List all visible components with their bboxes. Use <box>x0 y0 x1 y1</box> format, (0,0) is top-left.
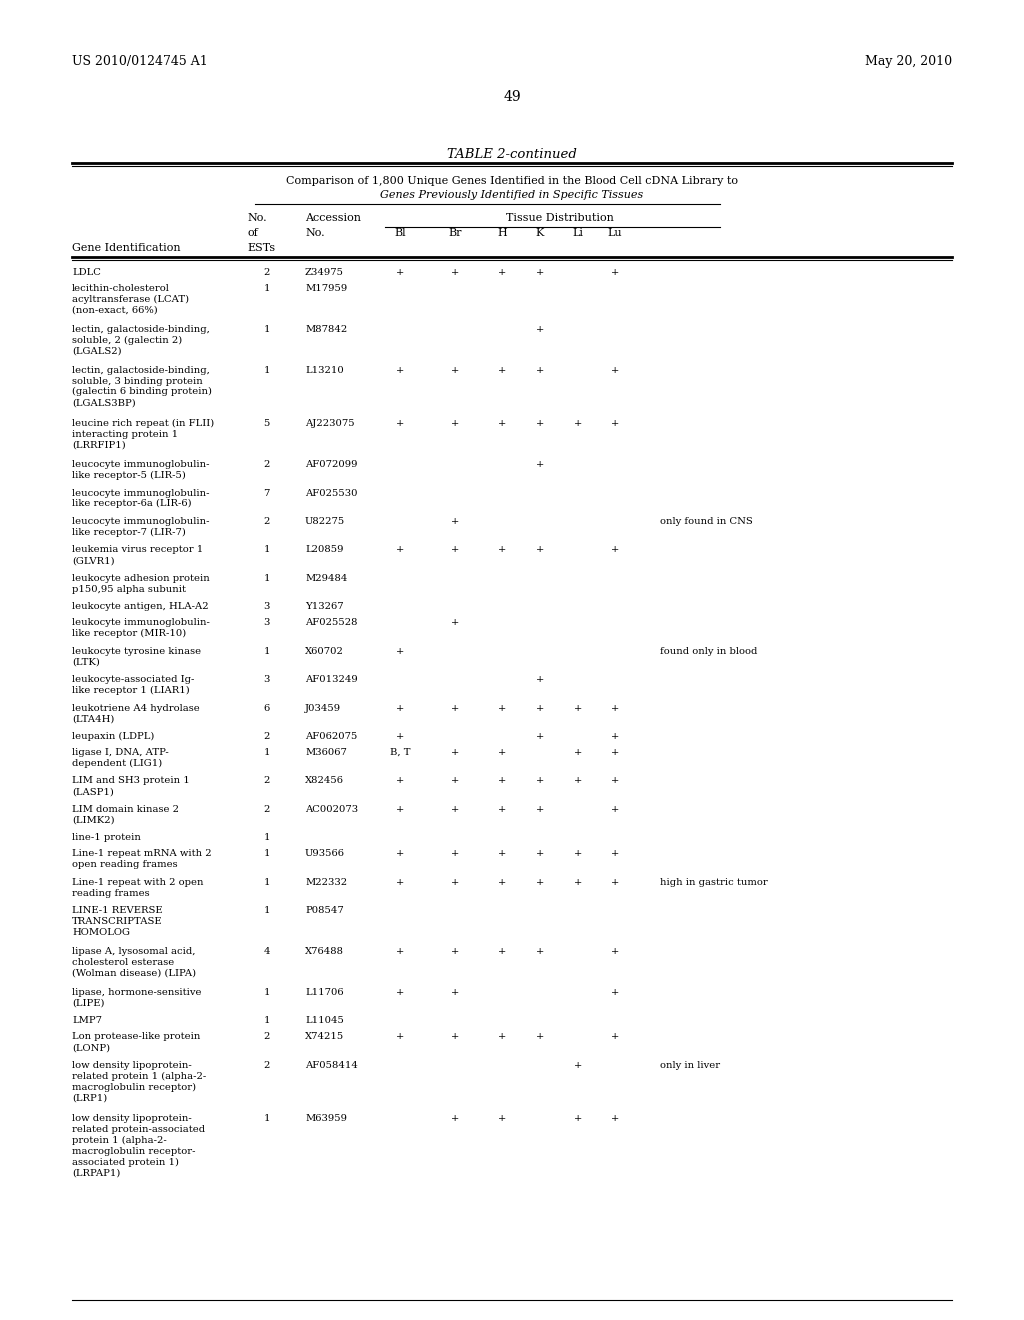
Text: +: + <box>573 1114 582 1123</box>
Text: +: + <box>536 545 544 554</box>
Text: U93566: U93566 <box>305 849 345 858</box>
Text: Bl: Bl <box>394 228 406 238</box>
Text: leukocyte adhesion protein
p150,95 alpha subunit: leukocyte adhesion protein p150,95 alpha… <box>72 574 210 594</box>
Text: +: + <box>536 704 544 713</box>
Text: +: + <box>498 545 506 554</box>
Text: M36067: M36067 <box>305 748 347 756</box>
Text: +: + <box>611 420 620 428</box>
Text: +: + <box>396 704 404 713</box>
Text: +: + <box>611 878 620 887</box>
Text: LDLC: LDLC <box>72 268 101 277</box>
Text: +: + <box>611 366 620 375</box>
Text: found only in blood: found only in blood <box>660 647 758 656</box>
Text: +: + <box>536 325 544 334</box>
Text: +: + <box>396 647 404 656</box>
Text: leucine rich repeat (in FLII)
interacting protein 1
(LRRFIP1): leucine rich repeat (in FLII) interactin… <box>72 420 214 450</box>
Text: leukocyte tyrosine kinase
(LTK): leukocyte tyrosine kinase (LTK) <box>72 647 201 667</box>
Text: +: + <box>451 878 459 887</box>
Text: +: + <box>498 704 506 713</box>
Text: +: + <box>498 748 506 756</box>
Text: 1: 1 <box>263 878 270 887</box>
Text: Line-1 repeat mRNA with 2
open reading frames: Line-1 repeat mRNA with 2 open reading f… <box>72 849 212 869</box>
Text: X60702: X60702 <box>305 647 344 656</box>
Text: 1: 1 <box>263 647 270 656</box>
Text: +: + <box>396 268 404 277</box>
Text: +: + <box>611 748 620 756</box>
Text: +: + <box>451 545 459 554</box>
Text: May 20, 2010: May 20, 2010 <box>865 55 952 69</box>
Text: 2: 2 <box>263 517 270 525</box>
Text: Line-1 repeat with 2 open
reading frames: Line-1 repeat with 2 open reading frames <box>72 878 204 898</box>
Text: low density lipoprotein-
related protein-associated
protein 1 (alpha-2-
macroglo: low density lipoprotein- related protein… <box>72 1114 205 1177</box>
Text: AF058414: AF058414 <box>305 1061 357 1071</box>
Text: +: + <box>451 948 459 956</box>
Text: M17959: M17959 <box>305 284 347 293</box>
Text: 1: 1 <box>263 1114 270 1123</box>
Text: 1: 1 <box>263 545 270 554</box>
Text: 2: 2 <box>263 805 270 814</box>
Text: X82456: X82456 <box>305 776 344 785</box>
Text: US 2010/0124745 A1: US 2010/0124745 A1 <box>72 55 208 69</box>
Text: +: + <box>451 776 459 785</box>
Text: +: + <box>573 748 582 756</box>
Text: +: + <box>611 268 620 277</box>
Text: +: + <box>611 805 620 814</box>
Text: L11045: L11045 <box>305 1016 344 1026</box>
Text: +: + <box>536 805 544 814</box>
Text: AF072099: AF072099 <box>305 461 357 469</box>
Text: +: + <box>611 776 620 785</box>
Text: +: + <box>451 517 459 525</box>
Text: 1: 1 <box>263 366 270 375</box>
Text: J03459: J03459 <box>305 704 341 713</box>
Text: leukocyte immunoglobulin-
like receptor (MIR-10): leukocyte immunoglobulin- like receptor … <box>72 618 210 638</box>
Text: +: + <box>396 805 404 814</box>
Text: 7: 7 <box>263 488 270 498</box>
Text: +: + <box>396 366 404 375</box>
Text: of: of <box>247 228 258 238</box>
Text: +: + <box>536 849 544 858</box>
Text: LIM domain kinase 2
(LIMK2): LIM domain kinase 2 (LIMK2) <box>72 805 179 825</box>
Text: AF025530: AF025530 <box>305 488 357 498</box>
Text: 2: 2 <box>263 461 270 469</box>
Text: H: H <box>497 228 507 238</box>
Text: low density lipoprotein-
related protein 1 (alpha-2-
macroglobulin receptor)
(LR: low density lipoprotein- related protein… <box>72 1061 206 1102</box>
Text: +: + <box>611 733 620 741</box>
Text: +: + <box>536 1032 544 1041</box>
Text: +: + <box>451 748 459 756</box>
Text: M29484: M29484 <box>305 574 347 583</box>
Text: K: K <box>536 228 544 238</box>
Text: P08547: P08547 <box>305 907 344 915</box>
Text: +: + <box>396 948 404 956</box>
Text: +: + <box>498 776 506 785</box>
Text: +: + <box>573 776 582 785</box>
Text: leupaxin (LDPL): leupaxin (LDPL) <box>72 733 155 741</box>
Text: +: + <box>611 849 620 858</box>
Text: +: + <box>611 948 620 956</box>
Text: No.: No. <box>305 228 325 238</box>
Text: 4: 4 <box>263 948 270 956</box>
Text: +: + <box>396 878 404 887</box>
Text: +: + <box>498 366 506 375</box>
Text: +: + <box>498 878 506 887</box>
Text: 2: 2 <box>263 733 270 741</box>
Text: ligase I, DNA, ATP-
dependent (LIG1): ligase I, DNA, ATP- dependent (LIG1) <box>72 748 169 768</box>
Text: +: + <box>498 849 506 858</box>
Text: L11706: L11706 <box>305 989 344 997</box>
Text: 1: 1 <box>263 1016 270 1026</box>
Text: +: + <box>396 733 404 741</box>
Text: M63959: M63959 <box>305 1114 347 1123</box>
Text: +: + <box>611 545 620 554</box>
Text: +: + <box>396 420 404 428</box>
Text: 2: 2 <box>263 776 270 785</box>
Text: lectin, galactoside-binding,
soluble, 3 binding protein
(galectin 6 binding prot: lectin, galactoside-binding, soluble, 3 … <box>72 366 212 407</box>
Text: L13210: L13210 <box>305 366 344 375</box>
Text: Genes Previously Identified in Specific Tissues: Genes Previously Identified in Specific … <box>380 190 644 201</box>
Text: +: + <box>396 545 404 554</box>
Text: +: + <box>536 733 544 741</box>
Text: lectin, galactoside-binding,
soluble, 2 (galectin 2)
(LGALS2): lectin, galactoside-binding, soluble, 2 … <box>72 325 210 355</box>
Text: only found in CNS: only found in CNS <box>660 517 753 525</box>
Text: +: + <box>396 1032 404 1041</box>
Text: +: + <box>498 268 506 277</box>
Text: +: + <box>396 989 404 997</box>
Text: +: + <box>498 1032 506 1041</box>
